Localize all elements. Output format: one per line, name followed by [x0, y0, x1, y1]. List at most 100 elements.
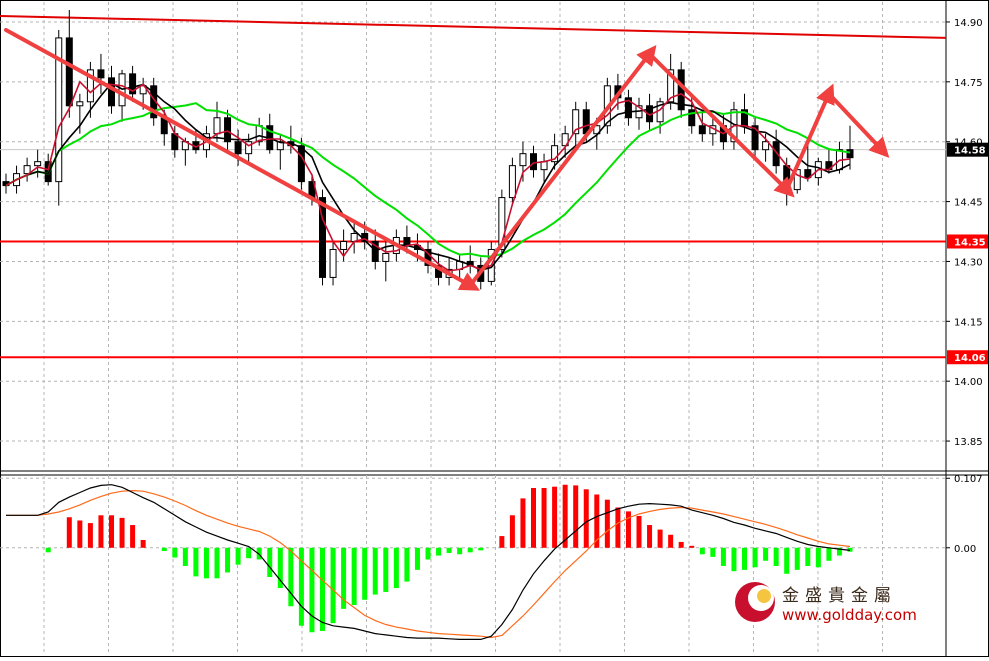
histogram-bar-positive: [87, 523, 93, 548]
candle-bullish: [551, 145, 559, 163]
long-moving-average: [0, 14, 947, 39]
candle-bearish: [530, 153, 537, 171]
trend-arrows: [4, 27, 890, 291]
candle-bearish: [97, 69, 105, 79]
histogram-bar-positive: [552, 486, 558, 548]
horizontal-levels: [0, 240, 946, 359]
trend-arrow: [647, 51, 795, 198]
macd-histogram: [45, 484, 853, 633]
y-tick-label: 14.90: [954, 18, 983, 29]
trend-arrow: [4, 27, 481, 291]
candle-bullish: [762, 141, 770, 151]
macd-y-tick-label: 0.107: [954, 474, 983, 485]
candle-bullish: [498, 197, 506, 250]
y-tick-label: 14.00: [954, 377, 983, 388]
candle-bearish: [804, 169, 812, 179]
histogram-bar-negative: [826, 547, 832, 561]
histogram-bar-positive: [562, 484, 568, 548]
candle-bearish: [846, 149, 854, 159]
histogram-bar-negative: [330, 547, 336, 624]
candle-bullish: [213, 117, 221, 135]
histogram-bar-negative: [446, 547, 452, 553]
histogram-bar-negative: [752, 547, 758, 568]
histogram-bar-negative: [362, 547, 368, 600]
histogram-bar-positive: [647, 525, 653, 548]
histogram-bar-negative: [161, 547, 167, 552]
histogram-bar-negative: [182, 547, 188, 566]
histogram-bar-negative: [172, 547, 178, 558]
histogram-bar-negative: [815, 547, 821, 568]
histogram-bar-negative: [425, 547, 431, 560]
candle-bullish: [55, 37, 63, 183]
candle-bearish: [65, 37, 73, 107]
histogram-bar-negative: [277, 547, 283, 589]
histogram-bar-positive: [657, 529, 663, 548]
histogram-bar-negative: [341, 547, 347, 609]
candle-bearish: [751, 125, 759, 151]
histogram-bar-negative: [847, 547, 853, 552]
histogram-bar-negative: [298, 547, 304, 626]
histogram-bar-negative: [794, 547, 800, 570]
candle-bullish: [508, 165, 516, 199]
histogram-bar-negative: [193, 547, 199, 577]
histogram-bar-positive: [541, 487, 547, 548]
histogram-bar-positive: [77, 520, 83, 548]
histogram-bar-negative: [404, 547, 410, 582]
price-axis: 14.9014.7514.6014.4514.3014.1514.0013.85…: [946, 18, 988, 555]
candle-bearish: [688, 109, 696, 127]
level-tag-label: 14.35: [954, 237, 986, 248]
candle-bullish: [382, 252, 390, 262]
histogram-bar-negative: [836, 547, 842, 556]
candle-bullish: [255, 125, 263, 143]
trend-arrow: [784, 83, 835, 192]
candle-bullish: [572, 109, 580, 135]
histogram-bar-positive: [140, 539, 146, 548]
macd-lines: [6, 484, 851, 641]
watermark-url: www.goldday.com: [782, 606, 917, 624]
macd-main-line: [6, 484, 851, 641]
candle-bullish: [86, 69, 94, 103]
histogram-bar-negative: [203, 547, 209, 579]
histogram-bar-negative: [805, 547, 811, 566]
candle-bullish: [76, 101, 84, 107]
candle-bearish: [297, 145, 305, 183]
candle-bearish: [319, 197, 326, 278]
histogram-bar-negative: [225, 547, 231, 573]
histogram-bar-negative: [731, 547, 737, 572]
candle-bearish: [129, 73, 137, 95]
trend-arrow: [826, 91, 890, 158]
candle-bearish: [224, 117, 232, 143]
histogram-bar-negative: [351, 547, 357, 605]
candle-bullish: [540, 161, 548, 171]
histogram-bar-negative: [699, 547, 705, 555]
histogram-bar-positive: [583, 489, 589, 548]
histogram-bar-negative: [773, 547, 779, 566]
histogram-bar-negative: [436, 547, 442, 556]
histogram-bar-negative: [467, 547, 473, 553]
candle-bearish: [698, 125, 706, 135]
watermark-name: 金盛貴金屬: [782, 586, 897, 606]
histogram-bar-positive: [636, 515, 642, 548]
histogram-bar-negative: [720, 547, 726, 566]
y-tick-label: 14.30: [954, 257, 983, 268]
histogram-bar-negative: [383, 547, 389, 592]
histogram-bar-negative: [478, 547, 484, 551]
candle-bearish: [772, 141, 780, 167]
y-tick-label: 14.15: [954, 317, 983, 328]
current-price-label: 14.58: [954, 146, 986, 157]
histogram-bar-negative: [414, 547, 420, 570]
candle-bullish: [23, 165, 31, 175]
long-ma-line: [0, 14, 947, 39]
histogram-bar-positive: [109, 515, 114, 548]
histogram-bar-negative: [763, 547, 769, 561]
level-tag: [947, 350, 988, 365]
histogram-bar-positive: [689, 545, 695, 548]
candle-bullish: [34, 161, 42, 167]
histogram-bar-negative: [45, 547, 51, 553]
ma-fast-line: [5, 80, 851, 272]
histogram-bar-positive: [625, 511, 631, 548]
